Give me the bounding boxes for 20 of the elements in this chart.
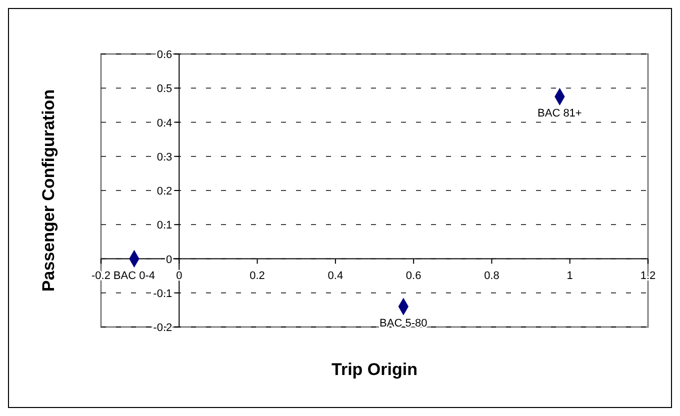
x-tick-label: 0.2 — [250, 270, 265, 282]
y-tick-label: 0.4 — [156, 117, 172, 130]
annotation: BAC 81+ — [538, 108, 582, 120]
annotation: BAC 0-4 — [113, 270, 155, 282]
x-tick-label: 1.2 — [640, 270, 656, 282]
annotation: BAC 5-80 — [380, 318, 428, 330]
x-tick-label: 0.4 — [328, 270, 344, 282]
y-tick-label: 0.5 — [156, 83, 172, 96]
y-tick-label: 0.2 — [156, 186, 172, 198]
y-tick-label: 0.3 — [156, 151, 172, 164]
y-axis-title: Passenger Configuration — [39, 89, 58, 292]
x-tick-label: -0.2 — [92, 270, 110, 282]
x-tick-label: 1 — [566, 270, 573, 282]
x-axis-title: Trip Origin — [332, 360, 418, 379]
y-tick-label: -0.2 — [153, 322, 172, 334]
y-tick-label: -0.1 — [153, 288, 172, 300]
x-tick-label: 0.8 — [484, 270, 500, 282]
x-tick-label: 0.6 — [406, 270, 422, 282]
y-tick-label: 0.1 — [156, 220, 172, 232]
y-tick-label: 0.6 — [156, 49, 172, 61]
